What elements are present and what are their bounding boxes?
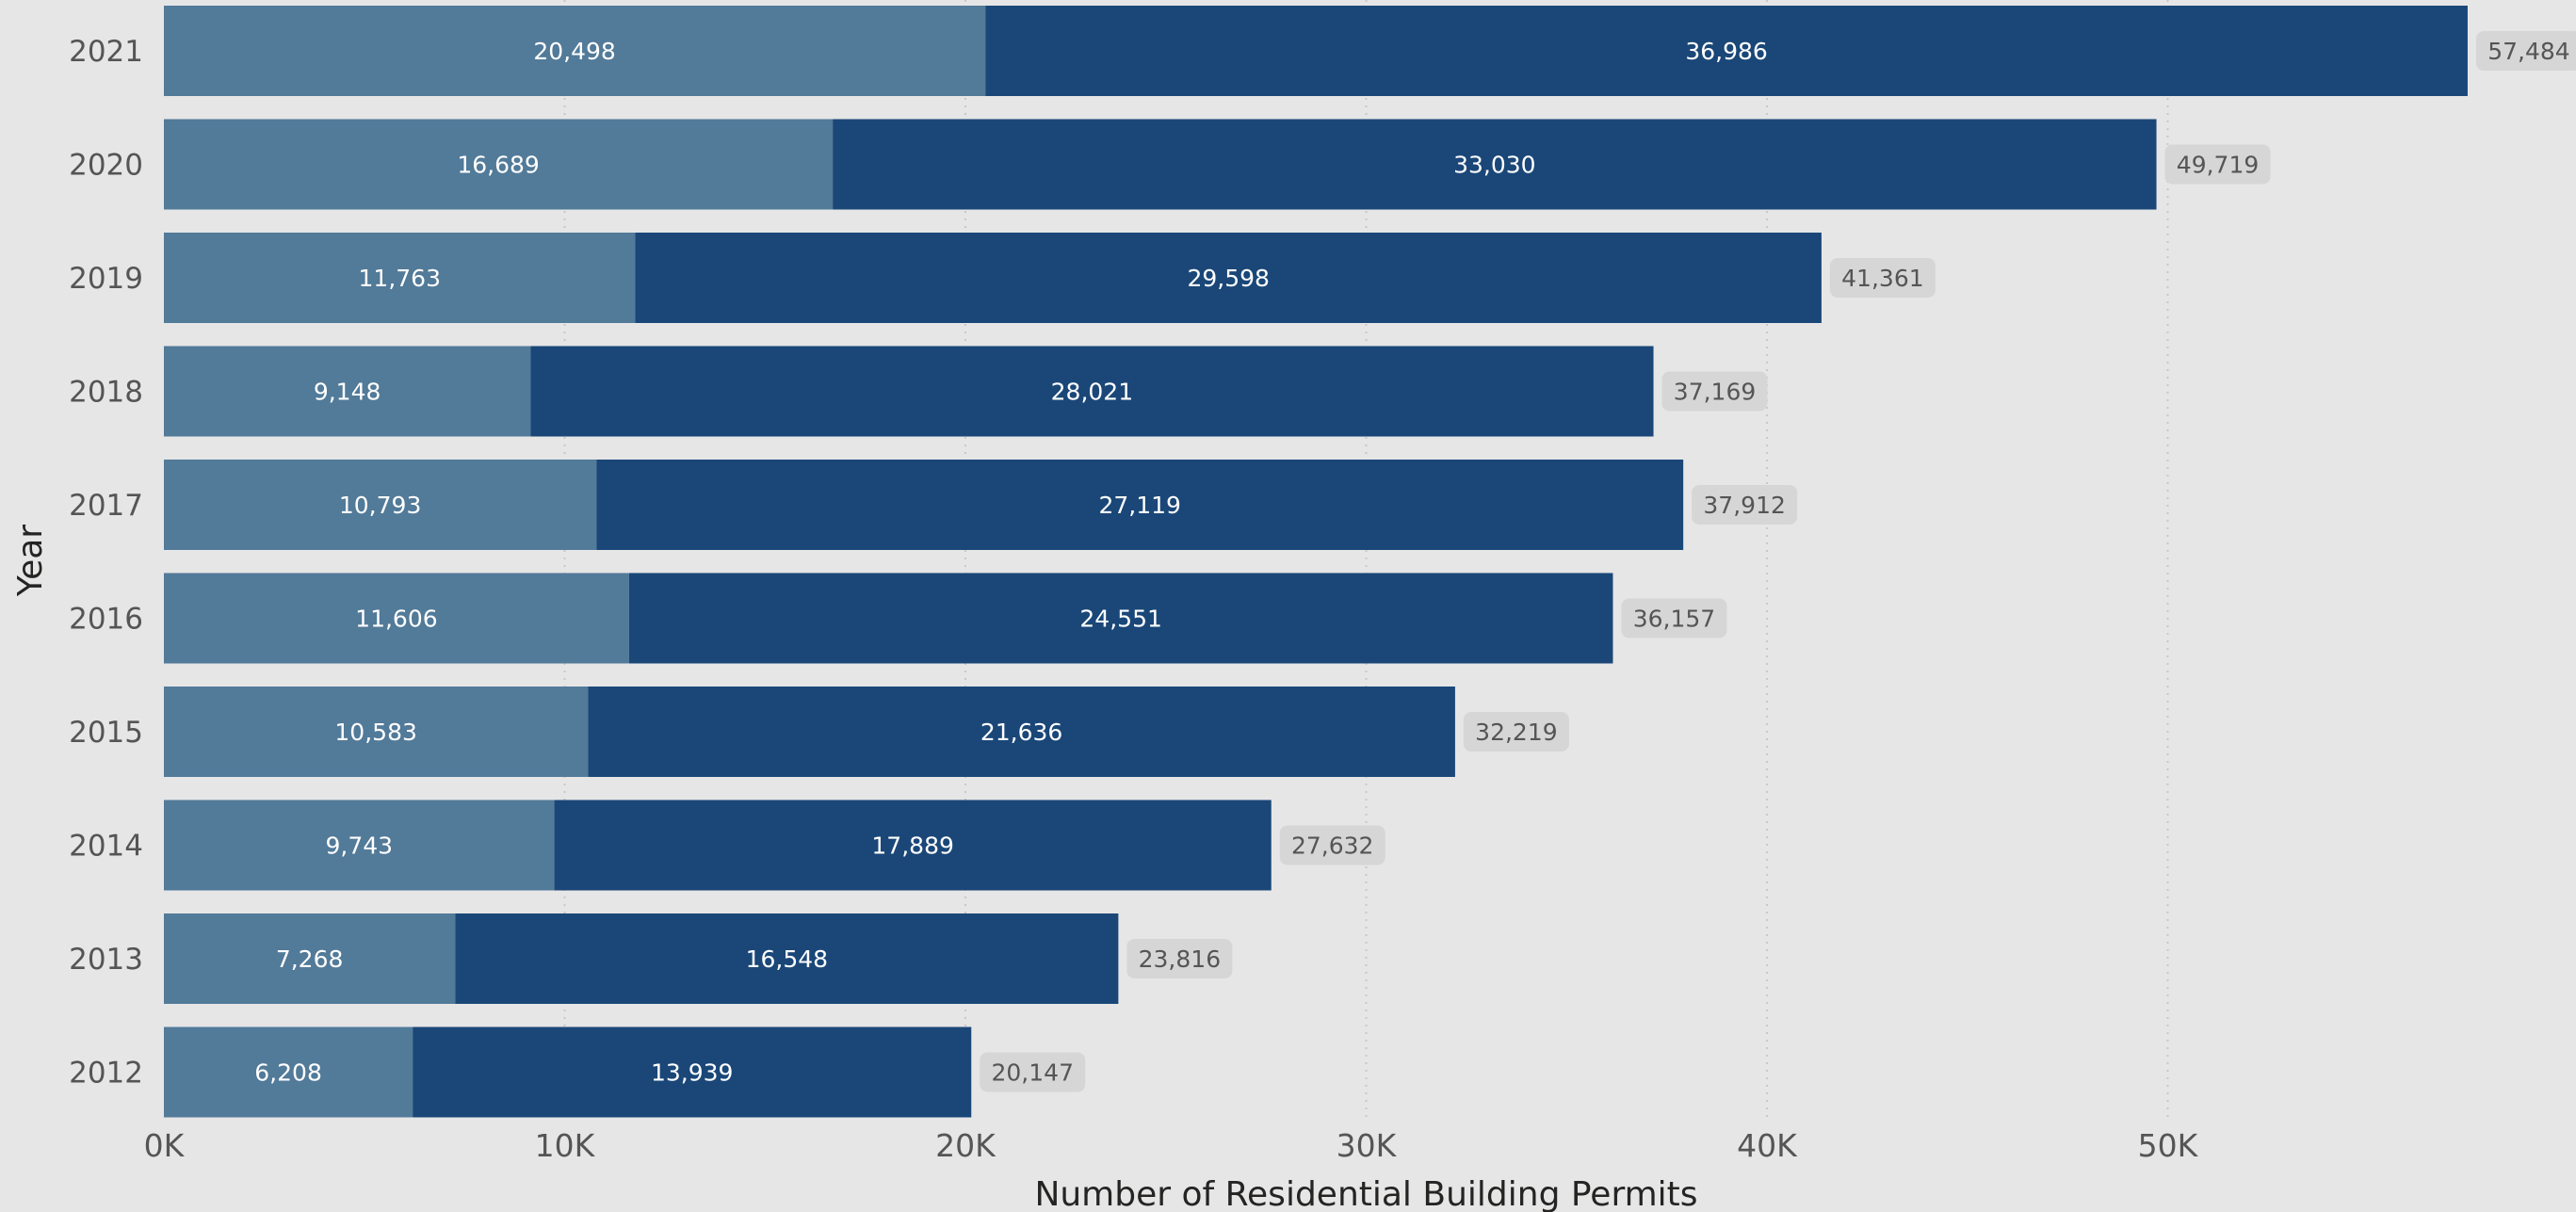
x-tick-label: 20K [935, 1127, 996, 1164]
bar-segment [628, 573, 1613, 664]
y-tick-label: 2018 [69, 376, 143, 410]
segment-value-label: 20,498 [533, 38, 615, 65]
total-value-label: 23,816 [1139, 945, 1221, 973]
segment-value-label: 21,636 [980, 719, 1062, 746]
total-badge [2475, 31, 2576, 71]
bar-segment [554, 800, 1272, 891]
total-value-label: 20,147 [992, 1059, 1074, 1087]
y-tick-label: 2019 [69, 262, 143, 296]
total-value-label: 41,361 [1841, 265, 1923, 292]
total-badge [1621, 598, 1727, 638]
total-value-label: 36,157 [1633, 606, 1715, 633]
total-badge [1463, 712, 1569, 751]
bar-segment [833, 119, 2157, 210]
x-tick-label: 30K [1337, 1127, 1398, 1164]
x-tick-label: 40K [1737, 1127, 1798, 1164]
bar-segment [164, 460, 597, 550]
total-badge [1829, 258, 1936, 298]
bar-segment [413, 1026, 972, 1118]
bar-segment [164, 913, 456, 1004]
segment-value-label: 11,606 [355, 606, 437, 633]
total-value-label: 32,219 [1475, 719, 1557, 746]
total-badge [1661, 371, 1768, 412]
bar-segment [164, 233, 636, 323]
total-badge [1692, 485, 1798, 525]
bar-segment [596, 460, 1684, 550]
bar-segment [530, 346, 1654, 437]
segment-value-label: 36,986 [1685, 38, 1767, 65]
segment-value-label: 17,889 [871, 832, 953, 860]
bar-segment [164, 573, 629, 664]
bar-segment [588, 687, 1455, 777]
segment-value-label: 28,021 [1051, 379, 1133, 406]
total-value-label: 49,719 [2177, 152, 2259, 179]
total-value-label: 27,632 [1291, 832, 1373, 860]
segment-value-label: 33,030 [1453, 152, 1535, 179]
bar-segment [164, 346, 531, 437]
total-value-label: 37,912 [1703, 492, 1785, 519]
y-tick-label: 2016 [69, 603, 143, 637]
bar-segment [164, 119, 834, 210]
segment-value-label: 13,939 [651, 1059, 733, 1087]
segment-value-label: 7,268 [276, 945, 344, 973]
y-tick-label: 2020 [69, 149, 143, 183]
segment-value-label: 16,548 [746, 945, 828, 973]
y-tick-label: 2021 [69, 35, 143, 69]
segment-value-label: 11,763 [359, 265, 441, 292]
segment-value-label: 16,689 [457, 152, 539, 179]
segment-value-label: 10,583 [334, 719, 416, 746]
y-axis-title: Year [11, 525, 50, 597]
segment-value-label: 6,208 [254, 1059, 322, 1087]
y-tick-label: 2014 [69, 830, 143, 864]
y-tick-label: 2015 [69, 716, 143, 750]
bar-segment [455, 913, 1119, 1004]
total-badge [2164, 144, 2271, 185]
x-tick-label: 50K [2138, 1127, 2199, 1164]
bar-segment [164, 1026, 413, 1118]
y-tick-label: 2017 [69, 489, 143, 523]
y-tick-label: 2013 [69, 943, 143, 977]
segment-value-label: 9,743 [325, 832, 393, 860]
total-value-label: 37,169 [1674, 379, 1756, 406]
x-tick-label: 10K [535, 1127, 596, 1164]
bar-segment [164, 6, 986, 96]
segment-value-label: 24,551 [1079, 606, 1161, 633]
segment-value-label: 9,148 [314, 379, 381, 406]
y-tick-label: 2012 [69, 1057, 143, 1091]
total-badge [1126, 939, 1233, 978]
bar-segment [164, 800, 555, 891]
total-badge [980, 1052, 1086, 1092]
x-axis-title: Number of Residential Building Permits [1034, 1175, 1697, 1212]
bar-segment [985, 6, 2468, 96]
segment-value-label: 29,598 [1187, 265, 1269, 292]
total-value-label: 57,484 [2487, 38, 2569, 65]
bar-segment [164, 687, 589, 777]
segment-value-label: 10,793 [339, 492, 421, 519]
bar-segment [635, 233, 1822, 323]
total-badge [1279, 825, 1385, 865]
segment-value-label: 27,119 [1098, 492, 1180, 519]
x-tick-label: 0K [144, 1127, 186, 1164]
